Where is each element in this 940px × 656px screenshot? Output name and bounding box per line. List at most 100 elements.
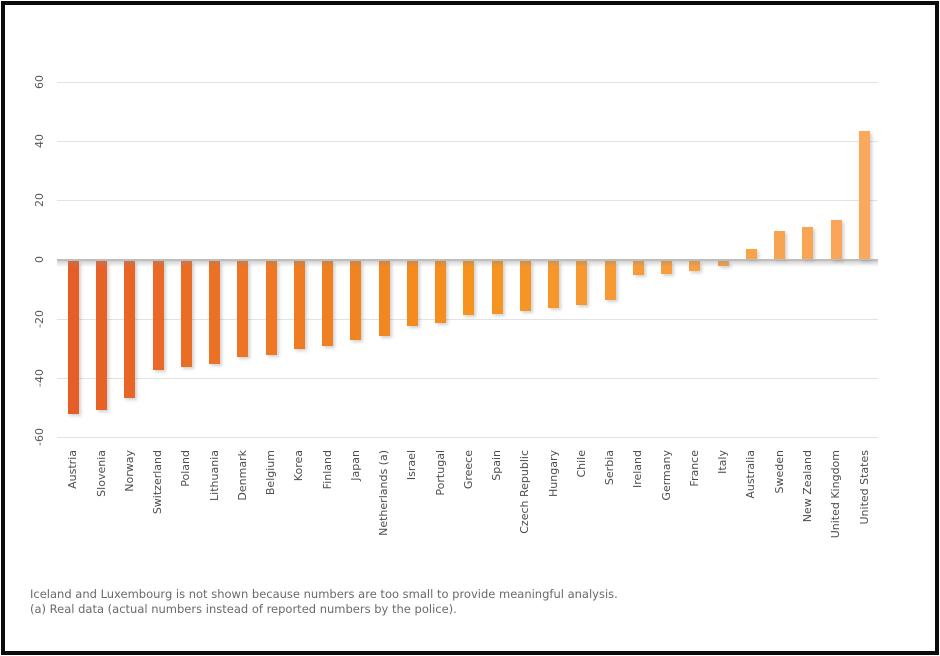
y-axis-tick-text: 60 [33,75,46,89]
bar-lithuania [209,260,221,365]
footnote-line-1: Iceland and Luxembourg is not shown beca… [30,587,618,601]
x-axis-label-text: Spain [490,450,504,481]
x-axis-label: New Zealand [801,450,815,526]
x-axis-label-text: Norway [122,450,136,492]
x-axis-label: Hungary [547,450,561,501]
x-axis-label-text: Germany [659,450,673,501]
bar-australia [745,249,757,260]
x-axis-label: Ireland [631,450,645,492]
x-axis-label-text: Australia [744,450,758,499]
y-axis-tick-label: 0 [20,238,46,282]
x-axis-label-text: United States [857,450,871,525]
x-axis-label-text: Finland [320,450,334,490]
x-axis-label-text: New Zealand [800,450,814,523]
gridline-y-40 [57,141,878,143]
footnote-line-2: (a) Real data (actual numbers instead of… [30,602,457,616]
x-axis-label: Austria [66,450,80,493]
x-axis-label: Italy [716,450,730,478]
y-axis-tick-label: -40 [20,356,46,400]
x-axis-label: Spain [490,450,504,485]
x-axis-label: France [688,450,702,491]
x-axis-label-text: Greece [461,450,475,490]
bar-italy [717,260,729,267]
y-axis-tick-label: 20 [20,178,46,222]
x-axis-label: Finland [321,450,335,493]
gridline-y-60 [57,82,878,83]
x-axis-label: Belgium [264,450,278,499]
bar-norway [124,260,136,399]
x-axis-label: Switzerland [151,450,165,518]
x-axis-label-text: Chile [574,450,588,478]
x-axis-label: United Kingdom [829,450,843,542]
x-axis-label-text: Hungary [546,450,560,497]
y-axis-tick-text: -20 [33,309,46,328]
y-axis-tick-text: 20 [33,193,46,208]
y-axis-tick-text: -40 [33,368,46,387]
bar-greece [463,260,475,316]
y-axis-tick-label: -20 [20,297,46,341]
bar-france [689,260,701,271]
x-axis-label-text: Portugal [433,450,447,496]
x-axis-label-text: Netherlands (a) [377,450,391,536]
bar-switzerland [152,260,164,370]
x-axis-label: United States [858,450,872,529]
bar-finland [322,260,334,347]
x-axis-label: Greece [462,450,476,493]
x-axis-label-text: Czech Republic [518,450,532,534]
x-axis-label-text: Switzerland [151,450,165,515]
x-axis-label: Denmark [236,450,250,505]
bar-poland [180,260,192,367]
x-axis-label: Chile [575,450,589,482]
x-axis-label: Korea [292,450,306,485]
x-axis-label-text: France [687,450,701,487]
x-axis-label: Germany [660,450,674,505]
y-axis-tick-label: 60 [20,60,46,104]
bar-slovenia [96,260,108,410]
x-axis-label: Norway [123,450,137,496]
x-axis-label: Lithuania [208,450,222,505]
x-axis-label-text: Ireland [631,450,645,489]
bar-netherlands-a [378,260,390,336]
x-axis-label: Sweden [773,450,787,497]
gridline-y-20 [57,200,878,202]
bar-denmark [237,260,249,357]
x-axis-label: Slovenia [95,450,109,501]
bar-hungary [548,260,560,308]
gridline-y--40 [57,377,878,379]
y-axis-tick-text: 0 [33,256,46,263]
x-axis-label: Poland [179,450,193,491]
x-axis-label-text: Italy [716,450,730,474]
x-axis-label-text: Serbia [603,450,617,486]
y-axis-tick-text: 40 [33,134,46,149]
bar-austria [67,260,79,415]
bar-israel [406,260,418,326]
x-axis-label-text: Japan [348,450,362,481]
gridline-y--20 [57,318,878,320]
bar-germany [661,260,673,274]
x-axis-label-text: Slovenia [94,450,108,497]
bar-united-states [859,130,870,260]
x-axis-label-text: Israel [405,450,419,481]
bar-sweden [774,231,786,260]
x-axis-label-text: Belgium [264,450,278,496]
bar-belgium [265,260,277,356]
bar-portugal [435,260,447,323]
x-axis-label: Israel [405,450,419,484]
x-axis-label-text: Austria [66,450,80,489]
zero-axis-shadow [57,260,878,267]
x-axis-label: Portugal [434,450,448,500]
x-axis-label: Australia [744,450,758,503]
gridline-y--60 [57,437,878,438]
x-axis-label-text: Poland [179,450,193,487]
bar-ireland [632,260,644,276]
bar-korea [293,260,305,350]
bar-czech-republic [519,260,531,311]
y-axis-tick-label: -60 [20,415,46,459]
bar-serbia [604,260,616,301]
y-axis-tick-text: -60 [33,428,46,446]
x-axis-label: Serbia [603,450,617,489]
bar-spain [491,260,503,314]
bar-united-kingdom [830,219,842,260]
